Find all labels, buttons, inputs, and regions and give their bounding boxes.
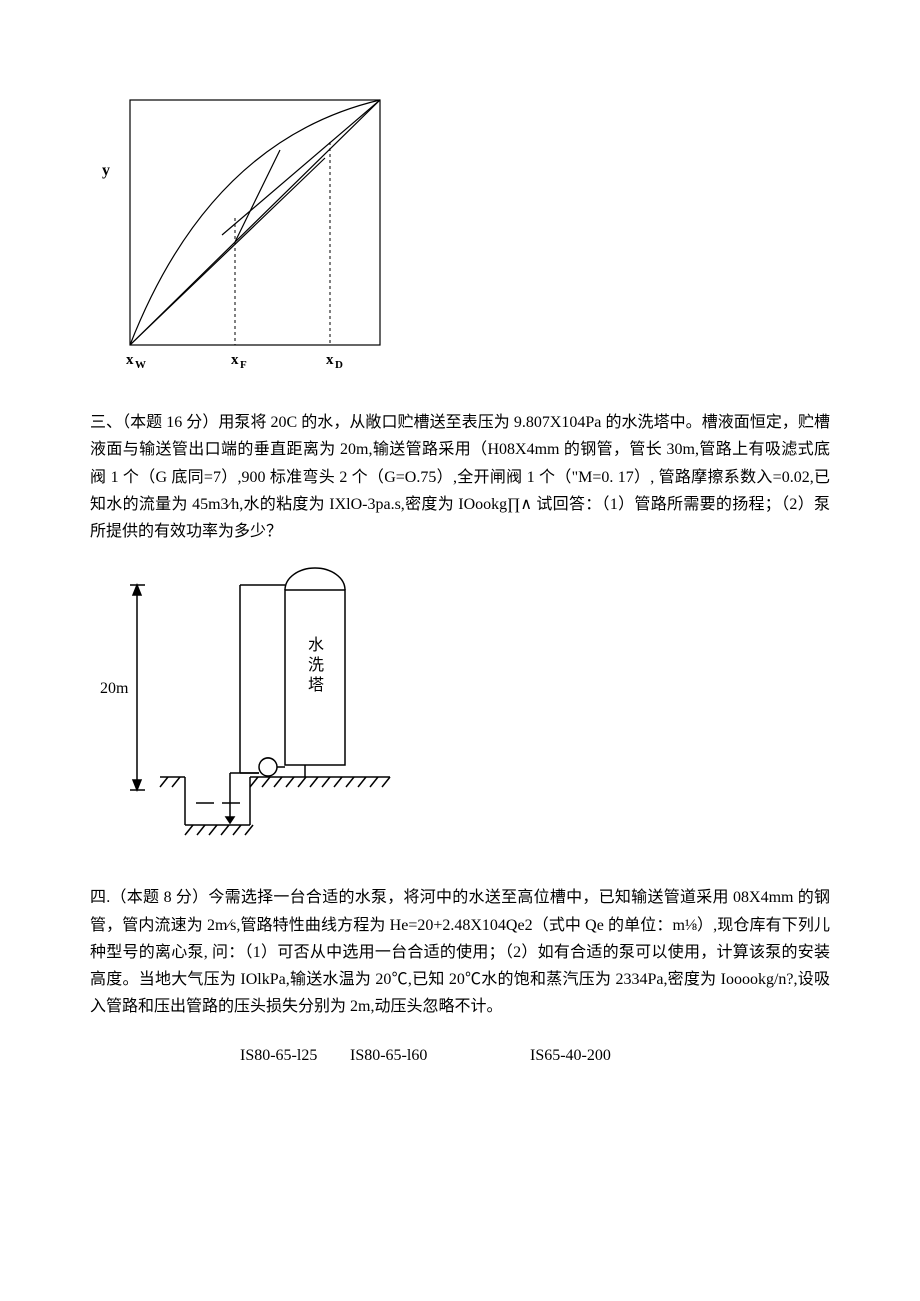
height-label: 20m — [100, 680, 129, 697]
tower-label-1: 水 — [308, 636, 324, 654]
tower-dome — [285, 568, 345, 590]
pump-model-3: IS65-40-200 — [530, 1040, 611, 1071]
tower-label-3: 塔 — [308, 676, 324, 694]
rectifying-line — [222, 100, 380, 235]
xw-sub: W — [135, 359, 146, 371]
xd-label: x — [326, 352, 334, 368]
pump-pad — [90, 1040, 240, 1071]
pump-tower-schematic: 20m 水 洗 塔 — [90, 565, 830, 864]
xf-sub: F — [240, 359, 247, 371]
dim-arrow-top — [133, 585, 141, 595]
mccabe-thiele-diagram: y x W x F x D — [90, 80, 830, 389]
q-line — [235, 150, 280, 242]
y-axis-label: y — [102, 162, 110, 179]
xf-label: x — [231, 352, 239, 368]
pump-model-1: IS80-65-l25 — [240, 1040, 350, 1071]
tower-label-2: 洗 — [308, 656, 324, 674]
diagram-svg: y x W x F x D — [90, 80, 390, 380]
pump-model-row: IS80-65-l25 IS80-65-l60 IS65-40-200 — [90, 1040, 830, 1071]
schematic-svg: 20m 水 洗 塔 — [90, 565, 430, 855]
pump-model-2: IS80-65-l60 — [350, 1040, 530, 1071]
xd-sub: D — [335, 359, 343, 371]
problem-3-text: 三、（本题 16 分）用泵将 20C 的水，从敞口贮槽送至表压为 9.807X1… — [90, 409, 830, 545]
dim-arrow-bot — [133, 780, 141, 790]
foot-valve-icon — [226, 817, 234, 823]
problem-4-text: 四.（本题 8 分）今需选择一台合适的水泵，将河中的水送至高位槽中，已知输送管道… — [90, 884, 830, 1020]
xw-label: x — [126, 352, 134, 368]
